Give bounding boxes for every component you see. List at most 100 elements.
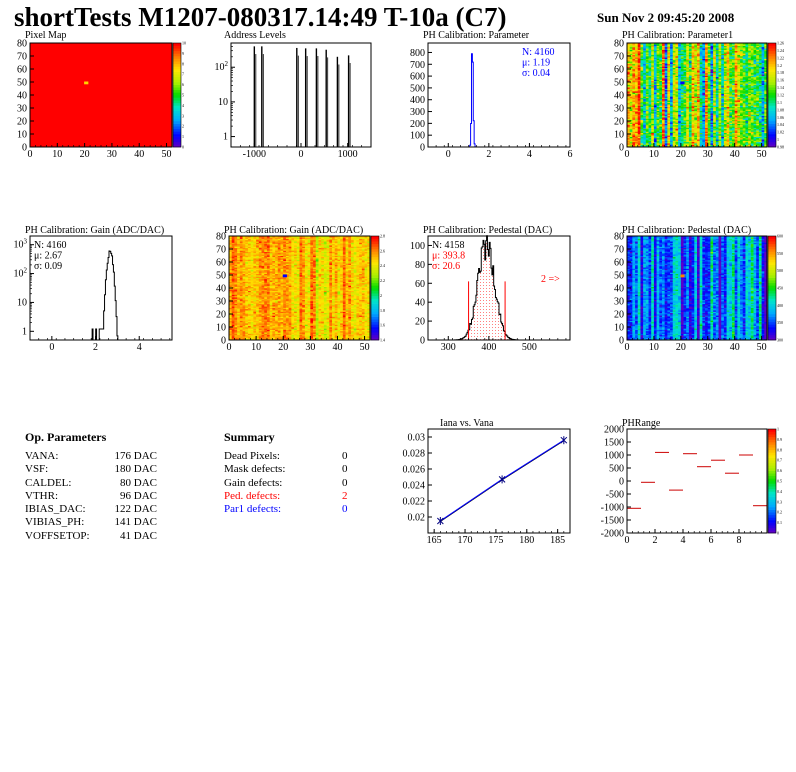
heatmap-cell <box>729 67 733 70</box>
heatmap-cell <box>637 84 641 87</box>
heatmap-cell <box>737 93 741 96</box>
heatmap-cell <box>675 118 679 121</box>
heatmap-cell <box>729 75 733 78</box>
heatmap-cell <box>718 137 722 140</box>
heatmap-cell <box>756 87 760 89</box>
heatmap-cell <box>756 106 760 109</box>
heatmap-cell <box>694 96 698 98</box>
heatmap-cell <box>686 123 690 126</box>
heatmap-cell <box>756 82 760 84</box>
heatmap-cell <box>715 45 719 48</box>
color-scale-step <box>768 89 776 93</box>
heatmap-cell <box>729 121 733 123</box>
heatmap-cell <box>686 119 690 122</box>
heatmap-cell <box>723 84 727 87</box>
heatmap-cell <box>740 96 744 98</box>
heatmap-cell <box>635 84 639 87</box>
heatmap-cell <box>643 56 647 58</box>
heatmap-cell <box>645 61 649 63</box>
heatmap-cell <box>627 87 631 89</box>
heatmap-cell <box>699 117 703 119</box>
heatmap-cell <box>629 69 633 71</box>
heatmap-cell <box>761 106 765 109</box>
heatmap-cell <box>748 98 752 101</box>
heatmap-cell <box>659 52 663 54</box>
heatmap-cell <box>764 43 768 45</box>
heatmap-cell <box>715 70 719 72</box>
heatmap-cell <box>742 134 746 136</box>
heatmap-cell <box>742 124 746 127</box>
heatmap-cell <box>667 83 671 85</box>
heatmap-cell <box>659 79 663 82</box>
heatmap-cell <box>715 134 719 136</box>
heatmap-cell <box>742 50 746 53</box>
heatmap-cell <box>627 92 631 95</box>
heatmap-cell <box>726 98 730 101</box>
heatmap-cell <box>637 52 641 54</box>
heatmap-cell <box>702 131 706 134</box>
heatmap-cell <box>710 91 714 93</box>
heatmap-cell <box>645 105 649 108</box>
heatmap-cell <box>697 104 701 106</box>
heatmap-cell <box>740 104 744 106</box>
heatmap-cell <box>629 54 633 57</box>
heatmap-cell <box>715 124 719 127</box>
heatmap-cell <box>710 46 714 49</box>
heatmap-cell <box>648 87 652 89</box>
heatmap-cell <box>764 65 768 67</box>
heatmap-cell <box>734 102 738 105</box>
heatmap-cell <box>629 89 633 92</box>
heatmap-cell <box>637 134 641 136</box>
heatmap-cell <box>627 53 631 56</box>
heatmap-cell <box>694 56 698 58</box>
heatmap-cell <box>670 97 674 100</box>
heatmap-cell <box>662 102 666 105</box>
heatmap-cell <box>648 49 652 52</box>
heatmap-cell <box>635 43 639 45</box>
heatmap-cell <box>632 97 636 100</box>
heatmap-cell <box>740 91 744 93</box>
heatmap-cell <box>656 108 660 110</box>
heatmap-cell <box>705 134 709 136</box>
heatmap-cell <box>645 131 649 134</box>
heatmap-cell <box>721 123 725 126</box>
heatmap-cell <box>748 127 752 130</box>
heatmap-cell <box>664 141 668 144</box>
heatmap-cell <box>721 66 725 69</box>
heatmap-cell <box>734 67 738 70</box>
heatmap-cell <box>637 79 641 82</box>
heatmap-cell <box>637 96 641 98</box>
heatmap-cell <box>648 143 652 145</box>
heatmap-cell <box>672 69 676 71</box>
heatmap-cell <box>710 139 714 141</box>
heatmap-cell <box>664 97 668 100</box>
heatmap-cell <box>729 63 733 66</box>
heatmap-cell <box>737 54 741 57</box>
heatmap-cell <box>662 53 666 56</box>
heatmap-cell <box>635 78 639 80</box>
heatmap-cell <box>672 85 676 88</box>
heatmap-cell <box>699 134 703 136</box>
heatmap-cell <box>758 69 762 71</box>
heatmap-cell <box>761 96 765 98</box>
heatmap-cell <box>702 126 706 128</box>
heatmap-cell <box>734 130 738 132</box>
heatmap-cell <box>718 75 722 78</box>
heatmap-cell <box>680 119 684 122</box>
heatmap-cell <box>667 141 671 144</box>
color-scale-step <box>768 84 776 88</box>
heatmap-cell <box>640 111 644 114</box>
heatmap-cell <box>707 128 711 131</box>
heatmap-cell <box>721 124 725 127</box>
heatmap-cell <box>745 62 749 65</box>
heatmap-cell <box>659 111 663 114</box>
heatmap-cell <box>702 135 706 137</box>
heatmap-cell <box>645 62 649 65</box>
heatmap-cell <box>699 95 703 97</box>
heatmap-cell <box>702 76 706 79</box>
heatmap-cell <box>761 89 765 92</box>
heatmap-cell <box>643 80 647 83</box>
heatmap-cell <box>643 100 647 102</box>
heatmap-cell <box>694 98 698 101</box>
